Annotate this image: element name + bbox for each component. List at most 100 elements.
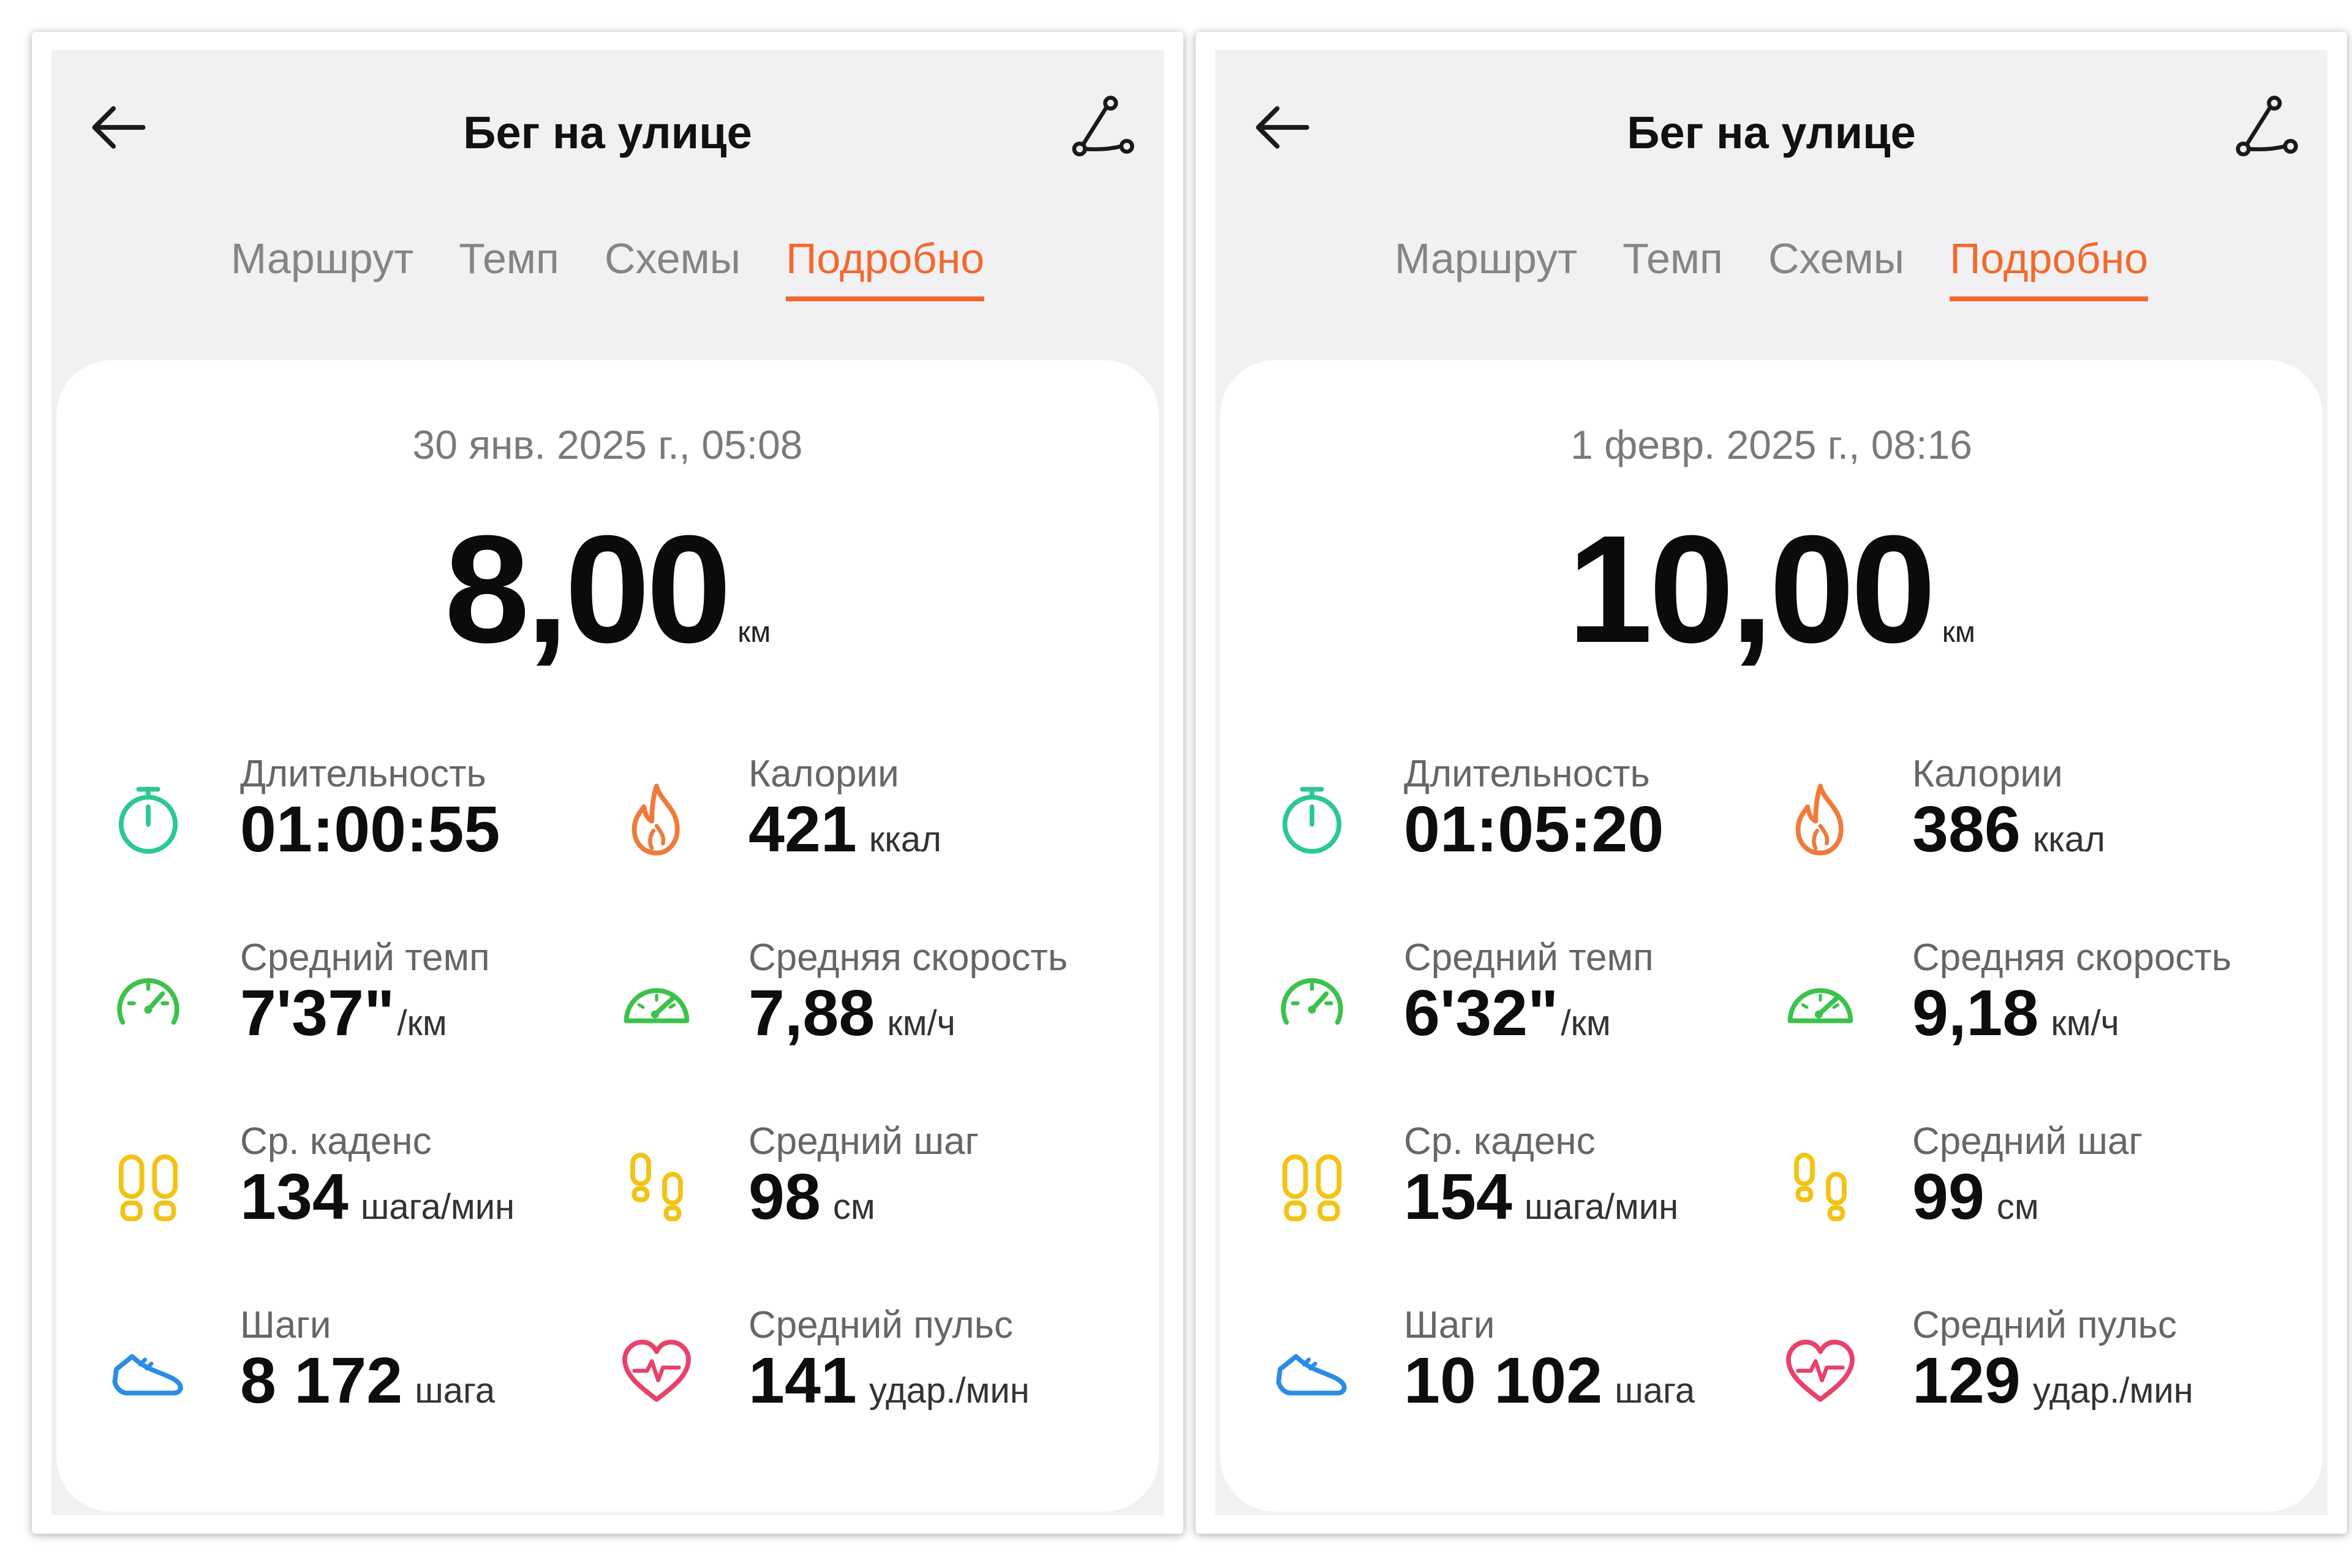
tab-bar: Маршрут Темп Схемы Подробно [1215, 234, 2328, 314]
stat-avg-pace: Средний темп 7'37"/км [99, 936, 589, 1083]
stat-value: 01:05:20 [1404, 793, 1664, 865]
route-button[interactable] [2230, 91, 2303, 164]
stat-label: Средний темп [1404, 937, 1654, 979]
stat-duration: Длительность 01:00:55 [99, 752, 589, 899]
stat-unit: удар./мин [2032, 1371, 2193, 1411]
stat-unit: /км [1561, 1003, 1611, 1043]
stat-label: Средний шаг [1912, 1120, 2143, 1163]
speedometer-icon [1771, 954, 1869, 1052]
distance-unit: км [737, 616, 771, 649]
stat-unit: ккал [2032, 820, 2105, 859]
back-button[interactable] [82, 91, 156, 164]
stat-label: Длительность [240, 753, 486, 795]
stat-unit: шага/мин [360, 1187, 515, 1227]
stat-value: 8 172 [240, 1344, 403, 1417]
running-shoe-icon [99, 1322, 197, 1420]
workout-panel-right: Бег на улице Маршрут Темп Схемы Подробно… [1196, 32, 2347, 1534]
stat-value: 01:00:55 [240, 793, 500, 865]
stat-value: 386 [1912, 793, 2021, 865]
stat-label: Средний шаг [748, 1120, 979, 1163]
details-card: 1 февр. 2025 г., 08:16 10,00 км Длительно… [1220, 360, 2323, 1512]
stat-unit: ккал [869, 820, 941, 859]
stat-value: 99 [1912, 1161, 1985, 1233]
stat-value: 154 [1404, 1161, 1512, 1233]
stat-label: Средний пульс [748, 1304, 1013, 1346]
stat-cadence: Ср. каденс 154 шага/мин [1263, 1120, 1753, 1267]
stat-value: 9,18 [1912, 977, 2039, 1049]
distance-display: 8,00 км [56, 501, 1159, 677]
stat-avg-speed: Средняя скорость 9,18 км/ч [1771, 936, 2261, 1083]
stat-label: Средний пульс [1912, 1304, 2177, 1346]
back-button[interactable] [1246, 91, 1319, 164]
flame-icon [1771, 771, 1869, 869]
stat-label: Ср. каденс [1404, 1120, 1596, 1163]
workout-panel-left: Бег на улице Маршрут Темп Схемы Подробно… [32, 32, 1183, 1534]
stat-label: Калории [1912, 753, 2063, 795]
stat-avg-stride: Средний шаг 98 см [608, 1120, 1098, 1267]
stat-label: Шаги [1404, 1304, 1495, 1346]
stat-avg-stride: Средний шаг 99 см [1771, 1120, 2261, 1267]
heart-pulse-icon [608, 1322, 706, 1420]
header: Бег на улице [1215, 50, 2328, 191]
stat-value: 129 [1912, 1344, 2021, 1417]
distance-value: 8,00 [444, 503, 732, 674]
screen: Бег на улице Маршрут Темп Схемы Подробно… [51, 50, 1164, 1515]
stat-label: Ср. каденс [240, 1120, 432, 1163]
footprints-icon [1263, 1138, 1361, 1236]
distance-unit: км [1942, 616, 1975, 649]
route-button[interactable] [1066, 91, 1139, 164]
speedometer-icon [608, 954, 706, 1052]
workout-date: 30 янв. 2025 г., 05:08 [412, 422, 803, 467]
footprints-icon [99, 1138, 197, 1236]
arrow-left-icon [92, 106, 146, 149]
distance-value: 10,00 [1567, 503, 1936, 674]
stat-unit: км/ч [2051, 1003, 2119, 1043]
tab-details[interactable]: Подробно [786, 234, 985, 301]
route-icon [2236, 96, 2298, 157]
stopwatch-icon [99, 771, 197, 869]
stat-label: Средняя скорость [1912, 937, 2232, 979]
tab-charts[interactable]: Схемы [604, 235, 741, 282]
stat-label: Шаги [240, 1304, 331, 1346]
stat-avg-pace: Средний темп 6'32"/км [1263, 936, 1753, 1083]
stat-avg-heart-rate: Средний пульс 129 удар./мин [1771, 1303, 2261, 1450]
stat-value: 421 [748, 793, 857, 865]
workout-date: 1 февр. 2025 г., 08:16 [1570, 422, 1972, 467]
tab-bar: Маршрут Темп Схемы Подробно [51, 234, 1164, 314]
stat-value: 98 [748, 1161, 821, 1233]
stat-label: Средний темп [240, 937, 490, 979]
arrow-left-icon [1256, 106, 1310, 149]
screen: Бег на улице Маршрут Темп Схемы Подробно… [1215, 50, 2328, 1515]
stat-value: 10 102 [1404, 1344, 1603, 1417]
tab-charts[interactable]: Схемы [1768, 235, 1905, 282]
stat-duration: Длительность 01:05:20 [1263, 752, 1753, 899]
tab-route[interactable]: Маршрут [230, 235, 414, 282]
page-title: Бег на улице [463, 107, 752, 158]
stat-value: 134 [240, 1161, 349, 1233]
stat-label: Калории [748, 753, 899, 795]
stat-calories: Калории 421 ккал [608, 752, 1098, 899]
distance-display: 10,00 км [1220, 501, 2323, 677]
stat-label: Длительность [1404, 753, 1650, 795]
stat-unit: /км [397, 1003, 447, 1043]
gauge-icon [99, 954, 197, 1052]
stat-unit: шага [1615, 1371, 1695, 1411]
stat-unit: км/ч [887, 1003, 956, 1043]
stat-value: 7,88 [748, 977, 875, 1049]
stat-steps: Шаги 8 172 шага [99, 1303, 589, 1450]
running-shoe-icon [1263, 1322, 1361, 1420]
stat-unit: см [832, 1187, 875, 1227]
tab-pace[interactable]: Темп [1623, 235, 1723, 282]
stat-unit: шага/мин [1524, 1187, 1679, 1227]
tab-details[interactable]: Подробно [1950, 234, 2149, 301]
stat-value: 141 [748, 1344, 857, 1417]
tab-pace[interactable]: Темп [459, 235, 559, 282]
flame-icon [608, 771, 706, 869]
tab-route[interactable]: Маршрут [1394, 235, 1578, 282]
stat-label: Средняя скорость [748, 937, 1068, 979]
footsteps-icon [1771, 1138, 1869, 1236]
stat-steps: Шаги 10 102 шага [1263, 1303, 1753, 1450]
stat-calories: Калории 386 ккал [1771, 752, 2261, 899]
page-title: Бег на улице [1627, 107, 1916, 158]
route-icon [1072, 96, 1134, 157]
